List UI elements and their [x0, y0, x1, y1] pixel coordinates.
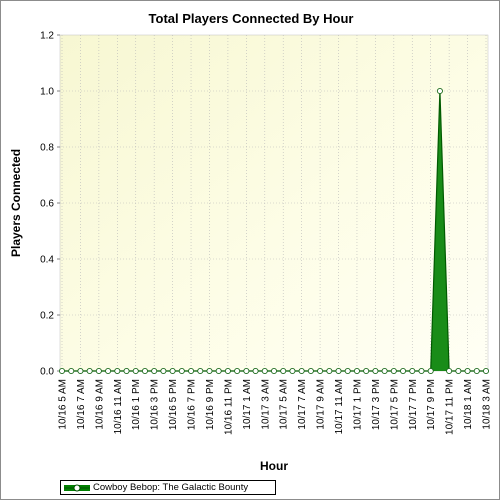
x-tick-label: 10/16 3 PM — [150, 379, 161, 430]
data-point — [206, 367, 213, 375]
data-point — [344, 367, 351, 375]
data-point — [335, 367, 342, 375]
data-point — [95, 367, 102, 375]
data-point — [427, 367, 434, 375]
x-tick-label: 10/17 3 PM — [371, 379, 382, 430]
x-tick-label: 10/16 9 PM — [205, 379, 216, 430]
data-point — [436, 87, 443, 95]
data-point — [298, 367, 305, 375]
x-tick-label: 10/18 1 AM — [463, 379, 474, 430]
data-point — [317, 367, 324, 375]
y-axis: 0.0 0.2 0.4 0.6 0.8 1.0 1.2 — [40, 31, 60, 378]
x-tick-label: 10/16 1 PM — [131, 379, 142, 430]
data-point — [160, 367, 167, 375]
x-tick-label: 10/17 11 PM — [445, 379, 456, 435]
x-tick-label: 10/17 1 PM — [352, 379, 363, 430]
y-axis-title: Players Connected — [9, 149, 23, 257]
x-tick-label: 10/18 3 AM — [482, 379, 493, 430]
data-point — [234, 367, 241, 375]
data-point — [482, 367, 490, 375]
data-point — [390, 367, 397, 375]
x-tick-label: 10/16 11 AM — [113, 379, 124, 434]
data-point — [289, 367, 296, 375]
y-tick-label: 1.2 — [40, 31, 54, 42]
data-point — [252, 367, 259, 375]
data-point — [178, 367, 185, 375]
y-tick-label: 0.4 — [40, 255, 54, 266]
x-tick-label: 10/16 5 PM — [168, 379, 179, 430]
data-point — [372, 367, 379, 375]
data-point — [105, 367, 112, 375]
x-tick-label: 10/16 7 PM — [187, 379, 198, 430]
y-tick-label: 0.2 — [40, 311, 54, 322]
x-tick-label: 10/17 7 PM — [408, 379, 419, 430]
data-point — [169, 367, 176, 375]
data-point — [418, 367, 425, 375]
x-tick-label: 10/17 9 PM — [426, 379, 437, 430]
data-point — [86, 367, 93, 375]
data-point — [280, 367, 287, 375]
data-point — [353, 367, 361, 375]
data-point — [68, 367, 75, 375]
data-point — [307, 367, 314, 375]
x-tick-label: 10/16 5 AM — [58, 379, 69, 430]
x-tick-label: 10/16 11 PM — [223, 379, 234, 435]
y-tick-label: 1.0 — [40, 87, 54, 98]
data-point — [132, 367, 139, 375]
x-axis-title: Hour — [260, 459, 288, 473]
y-tick-label: 0.8 — [40, 143, 54, 154]
data-point — [187, 367, 195, 375]
x-tick-label: 10/16 7 AM — [76, 379, 87, 430]
data-point — [243, 367, 250, 375]
x-axis: 10/16 5 AM 10/16 7 AM 10/16 9 AM 10/16 11 A… — [58, 371, 493, 435]
x-tick-label: 10/17 1 AM — [242, 379, 253, 430]
data-point — [409, 367, 416, 375]
data-point — [197, 367, 204, 375]
x-tick-label: 10/17 7 AM — [297, 379, 308, 430]
data-point — [151, 367, 158, 375]
legend-label: Cowboy Bebop: The Galactic Bounty — [93, 482, 249, 493]
data-point — [261, 367, 268, 375]
data-point — [363, 367, 370, 375]
grid — [60, 35, 488, 371]
x-tick-label: 10/17 9 AM — [316, 379, 327, 430]
data-point — [58, 367, 66, 375]
series — [58, 87, 490, 375]
data-point — [123, 367, 130, 375]
y-tick-label: 0.0 — [40, 367, 54, 378]
x-tick-label: 10/17 5 PM — [389, 379, 400, 430]
y-tick-label: 0.6 — [40, 199, 54, 210]
series-area — [62, 91, 486, 371]
chart-title: Total Players Connected By Hour — [149, 11, 354, 26]
legend: Cowboy Bebop: The Galactic Bounty — [60, 480, 276, 495]
data-point — [455, 367, 462, 375]
data-point — [77, 367, 84, 375]
x-tick-label: 10/17 5 AM — [279, 379, 290, 430]
data-point — [464, 367, 471, 375]
data-point — [141, 367, 149, 375]
data-point — [326, 367, 333, 375]
legend-swatch — [64, 484, 90, 491]
data-point — [270, 367, 278, 375]
x-tick-label: 10/16 9 AM — [94, 379, 105, 430]
data-point — [446, 367, 453, 375]
data-point — [215, 367, 222, 375]
data-point — [381, 367, 388, 375]
x-tick-label: 10/17 11 AM — [334, 379, 345, 434]
data-point — [114, 367, 121, 375]
data-point — [473, 367, 480, 375]
x-tick-label: 10/17 3 AM — [260, 379, 271, 430]
data-point — [399, 367, 407, 375]
data-point — [224, 367, 231, 375]
